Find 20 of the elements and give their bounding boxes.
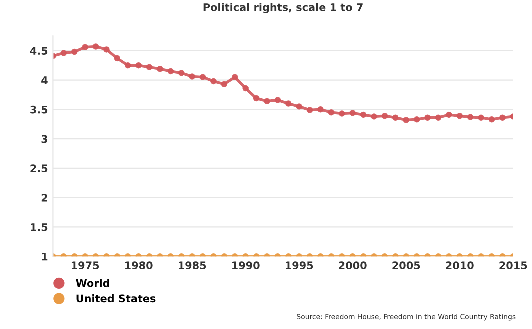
y-tick-label: 1.5: [31, 224, 48, 232]
x-tick-label: 1980: [125, 262, 153, 270]
x-tick-label: 2015: [500, 262, 528, 270]
x-tick-label: 1985: [179, 262, 206, 270]
x-tick-label: 2005: [392, 262, 420, 270]
x-tick-label: 1975: [72, 262, 100, 270]
x-tick-label: 1995: [286, 262, 314, 270]
y-tick-label: 3.5: [30, 106, 48, 114]
y-tick-label: 4.5: [30, 47, 48, 55]
y-tick-label: 4: [42, 76, 48, 84]
legend-label: United States: [76, 294, 156, 303]
y-tick-label: 3: [42, 135, 48, 144]
chart-title: Political rights, scale 1 to 7: [204, 3, 363, 14]
y-tick-label: 2: [42, 194, 48, 202]
y-tick-label: 2.5: [30, 164, 48, 173]
x-tick-label: 1990: [232, 262, 260, 270]
y-tick-label: 1: [42, 252, 48, 261]
x-tick-label: 2000: [339, 262, 367, 270]
x-tick-label: 2010: [446, 262, 474, 270]
legend-label: World: [76, 279, 110, 288]
